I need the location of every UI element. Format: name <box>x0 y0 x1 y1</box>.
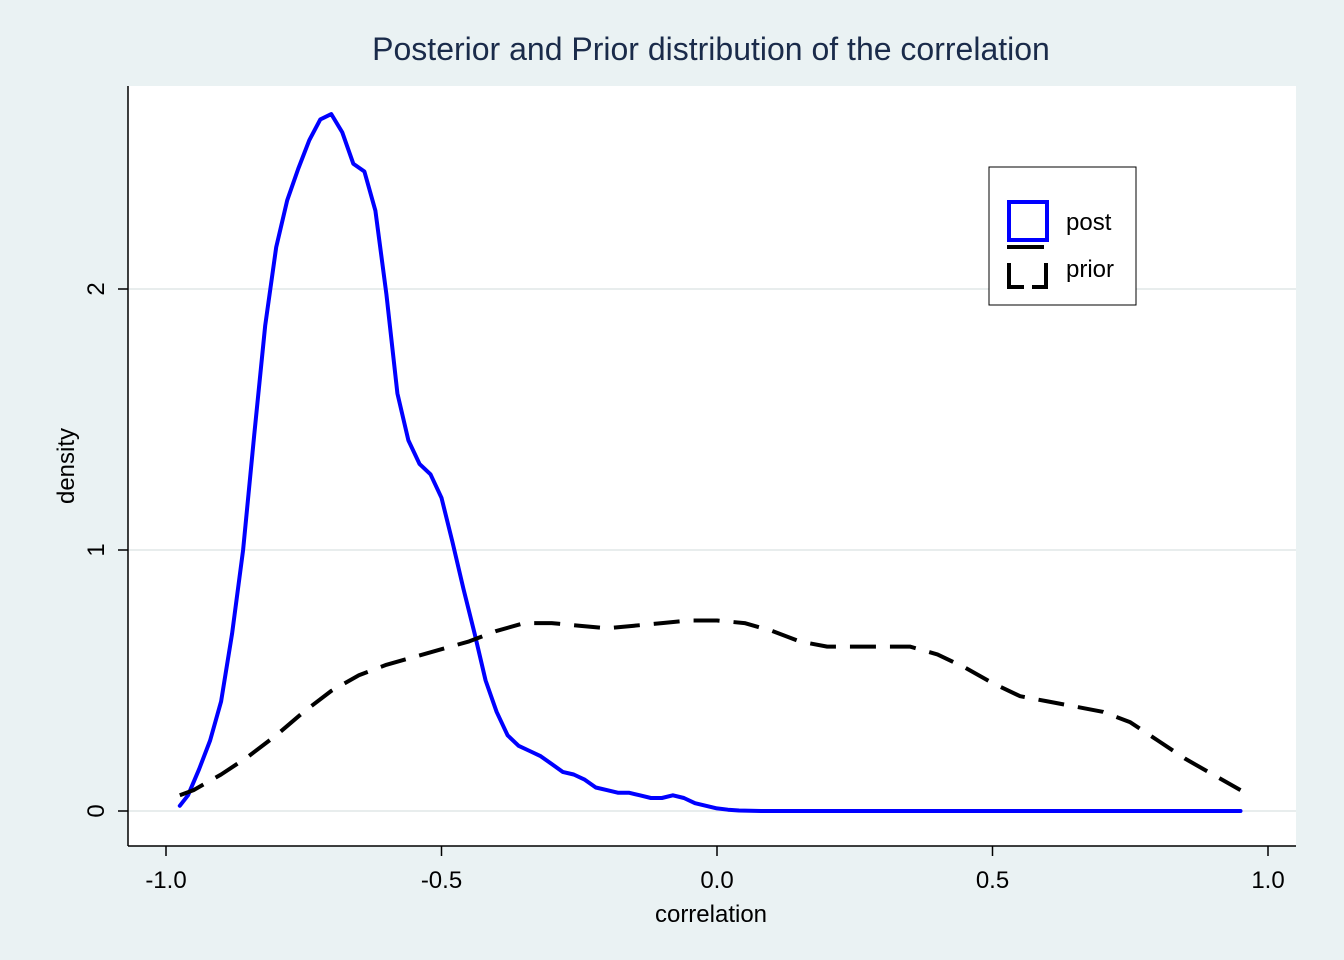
legend: post prior <box>988 166 1137 306</box>
y-tick-label: 0 <box>83 804 110 817</box>
chart-title: Posterior and Prior distribution of the … <box>372 31 1050 67</box>
x-tick-label: -0.5 <box>421 867 462 894</box>
series-layer <box>177 112 1243 813</box>
legend-prior-key <box>1007 245 1048 289</box>
x-tick-label: -1.0 <box>145 867 186 894</box>
y-tick-label: 2 <box>83 282 110 295</box>
x-axis-label: correlation <box>655 901 767 928</box>
legend-post-key <box>1007 200 1049 242</box>
legend-prior-label: prior <box>1066 256 1114 283</box>
x-tick-label: 0.0 <box>700 867 733 894</box>
legend-post-label: post <box>1066 209 1112 236</box>
series-line-post <box>177 112 1243 813</box>
x-tick-label: 0.5 <box>976 867 1009 894</box>
x-tick-label: 1.0 <box>1251 867 1284 894</box>
legend-box <box>988 166 1137 306</box>
y-axis-ticks: 0 1 2 <box>83 282 128 818</box>
x-axis-ticks: -1.0 -0.5 0.0 0.5 1.0 <box>145 846 1285 894</box>
series-line-prior <box>179 618 1242 798</box>
y-tick-label: 1 <box>83 543 110 556</box>
y-axis-label: density <box>53 428 80 504</box>
